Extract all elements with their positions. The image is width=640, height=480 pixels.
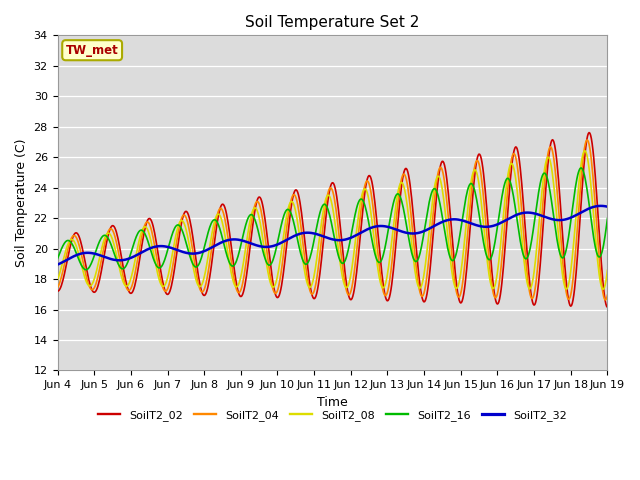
SoilT2_08 (599, 287, 607, 292)
SoilT2_32 (120, 257, 128, 263)
SoilT2_32 (176, 248, 184, 254)
SoilT2_02 (604, 304, 611, 310)
SoilT2_32 (205, 246, 213, 252)
SoilT2_08 (54, 277, 61, 283)
SoilT2_04 (415, 287, 423, 292)
SoilT2_04 (205, 264, 213, 270)
SoilT2_16 (416, 250, 424, 256)
SoilT2_16 (121, 264, 129, 270)
SoilT2_16 (604, 216, 611, 221)
SoilT2_02 (176, 229, 184, 235)
SoilT2_16 (82, 267, 90, 273)
SoilT2_02 (205, 278, 213, 284)
SoilT2_08 (63, 242, 71, 248)
Line: SoilT2_16: SoilT2_16 (58, 168, 607, 270)
SoilT2_32 (415, 230, 423, 236)
SoilT2_04 (120, 277, 128, 283)
SoilT2_16 (206, 224, 214, 230)
SoilT2_16 (54, 256, 61, 262)
SoilT2_16 (63, 238, 71, 243)
SoilT2_16 (400, 209, 408, 215)
Line: SoilT2_04: SoilT2_04 (58, 140, 607, 300)
SoilT2_32 (604, 204, 611, 210)
SoilT2_16 (577, 165, 584, 171)
SoilT2_02 (63, 256, 71, 262)
SoilT2_04 (604, 292, 611, 298)
SoilT2_32 (399, 229, 407, 235)
SoilT2_02 (415, 277, 423, 283)
SoilT2_16 (177, 224, 184, 230)
SoilT2_04 (602, 297, 609, 303)
X-axis label: Time: Time (317, 396, 348, 408)
SoilT2_02 (120, 269, 128, 275)
Line: SoilT2_02: SoilT2_02 (58, 132, 607, 307)
SoilT2_02 (399, 172, 407, 178)
SoilT2_08 (399, 182, 407, 188)
SoilT2_04 (63, 248, 71, 253)
Line: SoilT2_08: SoilT2_08 (58, 151, 607, 289)
SoilT2_04 (399, 171, 407, 177)
Text: TW_met: TW_met (66, 44, 118, 57)
SoilT2_02 (585, 130, 593, 135)
SoilT2_08 (120, 281, 128, 287)
SoilT2_02 (54, 288, 61, 294)
SoilT2_04 (54, 285, 61, 290)
Legend: SoilT2_02, SoilT2_04, SoilT2_08, SoilT2_16, SoilT2_32: SoilT2_02, SoilT2_04, SoilT2_08, SoilT2_… (93, 406, 572, 425)
Y-axis label: Soil Temperature (C): Soil Temperature (C) (15, 139, 28, 267)
SoilT2_08 (580, 148, 588, 154)
Title: Soil Temperature Set 2: Soil Temperature Set 2 (245, 15, 420, 30)
SoilT2_08 (205, 248, 213, 254)
Line: SoilT2_32: SoilT2_32 (58, 206, 607, 264)
SoilT2_04 (583, 137, 591, 143)
SoilT2_08 (176, 219, 184, 225)
SoilT2_04 (176, 221, 184, 227)
SoilT2_08 (604, 267, 611, 273)
SoilT2_32 (596, 203, 604, 209)
SoilT2_32 (54, 262, 61, 267)
SoilT2_32 (63, 257, 71, 263)
SoilT2_08 (415, 285, 423, 291)
